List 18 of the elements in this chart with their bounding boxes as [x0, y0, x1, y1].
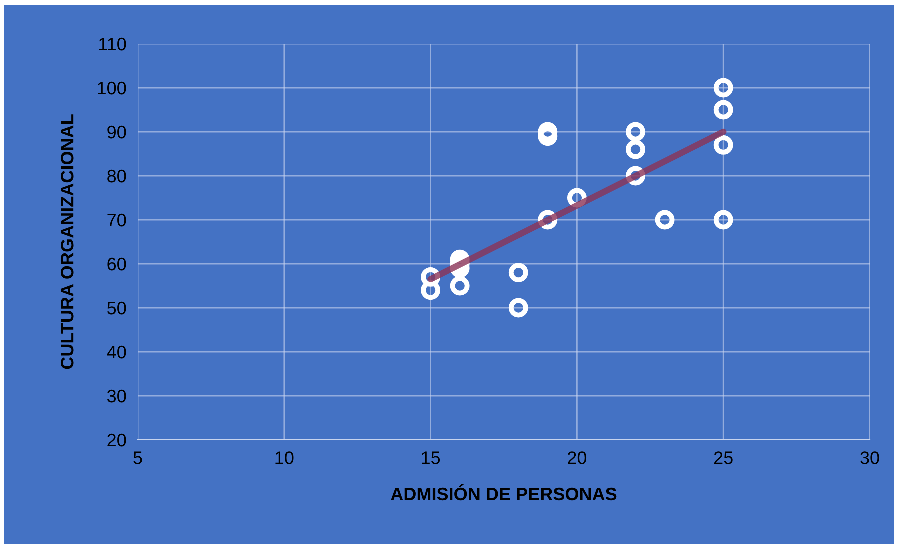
- y-tick-label: 80: [108, 170, 126, 183]
- x-tick-label: 5: [134, 452, 142, 464]
- y-tick-label: 90: [108, 126, 126, 139]
- x-tick-label: 20: [568, 452, 587, 464]
- y-tick-label: 50: [108, 302, 126, 315]
- x-axis-title: ADMISIÓN DE PERSONAS: [391, 484, 617, 501]
- x-tick-label: 15: [422, 452, 440, 464]
- x-tick-label: 30: [860, 452, 880, 464]
- y-tick-label: 30: [107, 390, 126, 403]
- x-tick-label: 10: [276, 452, 294, 464]
- y-tick-label: 100: [98, 82, 126, 95]
- y-tick-label: 110: [99, 38, 126, 51]
- x-tick-label: 25: [714, 452, 733, 464]
- y-axis-title: CULTURA ORGANIZACIONAL: [60, 114, 74, 370]
- y-tick-label: 60: [108, 258, 126, 271]
- y-tick-label: 70: [108, 214, 126, 227]
- y-tick-label: 20: [108, 434, 126, 447]
- y-tick-label: 40: [107, 346, 126, 359]
